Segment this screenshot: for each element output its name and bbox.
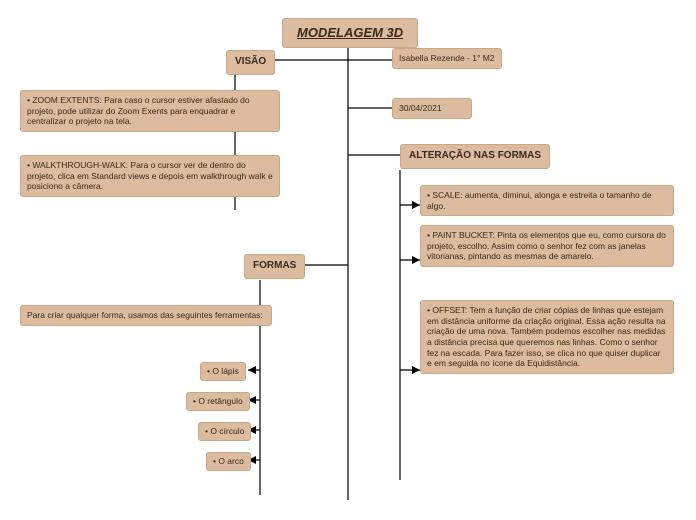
visao-item-1: • ZOOM EXTENTS: Para caso o cursor estiv… (20, 90, 280, 132)
author-node: Isabella Rezende - 1° M2 (392, 48, 502, 69)
visao-section: VISÃO (226, 50, 275, 75)
alteracao-section: ALTERAÇÃO NAS FORMAS (400, 144, 550, 169)
formas-tool-1: • O lápis (200, 362, 246, 381)
alteracao-item-3: • OFFSET: Tem a função de criar cópias d… (420, 300, 674, 374)
formas-tool-4: • O arco (206, 452, 251, 471)
alteracao-item-1: • SCALE: aumenta, diminui, alonga e estr… (420, 185, 674, 216)
formas-tool-2: • O retângulo (186, 392, 250, 411)
alteracao-item-2: • PAINT BUCKET: Pinta os elementos que e… (420, 225, 674, 267)
visao-item-2: • WALKTHROUGH-WALK: Para o cursor ver de… (20, 155, 280, 197)
title-node: MODELAGEM 3D (282, 18, 418, 48)
formas-tool-3: • O círculo (198, 422, 251, 441)
date-node: 30/04/2021 (392, 98, 472, 119)
formas-section: FORMAS (244, 254, 305, 279)
formas-intro: Para criar qualquer forma, usamos das se… (20, 305, 272, 326)
